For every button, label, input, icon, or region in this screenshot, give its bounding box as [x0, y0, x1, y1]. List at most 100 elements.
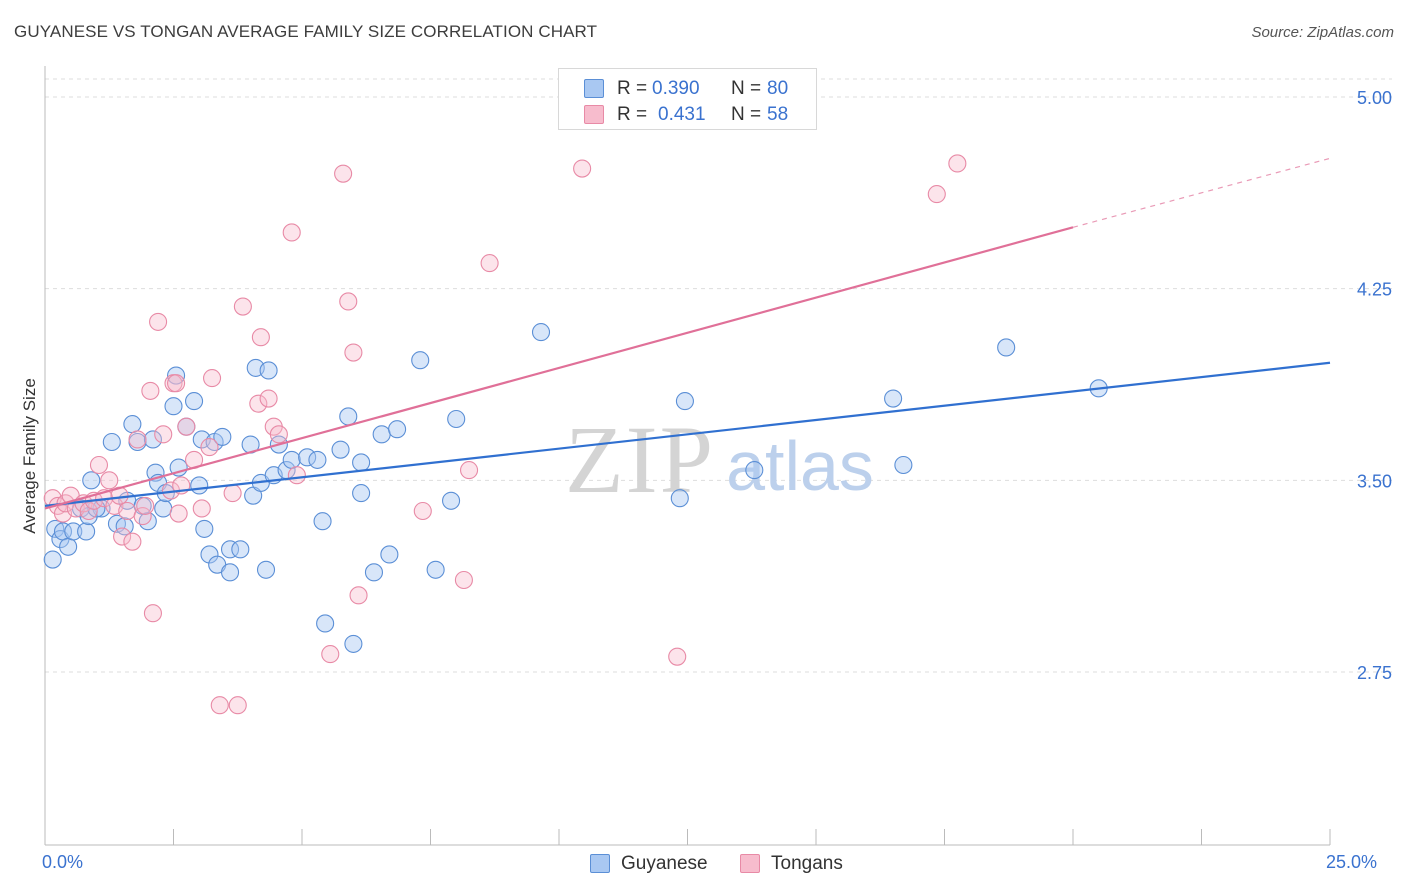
guyanese-point [442, 491, 461, 510]
guyanese-trend-line [44, 361, 1331, 507]
tongan-point [249, 394, 268, 413]
guyanese-point [745, 461, 764, 480]
legend-r-label: R = [617, 78, 648, 99]
guyanese-point [43, 550, 62, 569]
guyanese-point [316, 614, 335, 633]
guyanese-point [220, 540, 240, 559]
series-legend: Guyanese Tongans [590, 852, 870, 878]
tongan-point [339, 292, 358, 311]
tongan-point [210, 696, 229, 715]
guyanese-points [43, 323, 1108, 653]
guyanese-point [339, 407, 358, 426]
tongan-point [149, 312, 168, 331]
guyanese-point [670, 489, 689, 508]
tongan-point [480, 254, 499, 273]
legend-n-value: 58 [767, 104, 789, 125]
guyanese-point [164, 397, 183, 416]
guyanese-point [531, 323, 551, 342]
y-tick-label: 3.50 [1357, 471, 1392, 491]
guyanese-point [138, 512, 157, 531]
tongan-point [167, 374, 186, 393]
x-tick-min: 0.0% [42, 852, 84, 872]
y-tick-label: 5.00 [1357, 88, 1392, 108]
tongan-point [321, 645, 340, 664]
tongan-point [573, 159, 592, 178]
guyanese-point [411, 351, 430, 370]
guyanese-point [64, 522, 83, 541]
tongan-point [349, 586, 368, 605]
tongan-point [123, 532, 142, 551]
guyanese-point [352, 484, 371, 503]
guyanese-point [190, 476, 209, 495]
tongan-point [128, 430, 147, 449]
legend-swatch-guyanese [590, 854, 610, 873]
tongan-point [118, 501, 137, 521]
guyanese-point [426, 560, 445, 579]
tongan-point [668, 647, 687, 666]
x-tick-max: 25.0% [1326, 852, 1378, 872]
guyanese-point [997, 338, 1016, 357]
guyanese-point [308, 450, 327, 469]
tongan-point [192, 499, 211, 518]
guyanese-point [447, 409, 466, 429]
guyanese-point [344, 634, 363, 653]
guyanese-point [154, 499, 173, 518]
tongan-point [133, 507, 152, 526]
tongan-point [259, 389, 278, 408]
tongan-point [169, 504, 188, 523]
tongan-point [223, 484, 242, 503]
tongan-point [203, 369, 222, 388]
tongan-point [154, 425, 173, 444]
guyanese-point [380, 545, 399, 564]
legend-row-guyanese: R = 0.390 N = 80 [559, 75, 818, 103]
tongan-point [143, 604, 162, 623]
legend-row-tongans: R = 0.431 N = 58 [559, 101, 818, 129]
guyanese-point [372, 425, 391, 444]
guyanese-point [675, 392, 694, 411]
guyanese-point [282, 450, 301, 469]
tongan-point [136, 496, 155, 515]
tongan-point [233, 297, 252, 316]
guyanese-point [82, 471, 101, 490]
tongan-point [334, 164, 353, 183]
watermark-atlas: atlas [726, 427, 874, 505]
guyanese-point [59, 537, 78, 556]
guyanese-point [115, 517, 134, 536]
guyanese-point [77, 522, 96, 541]
tongan-point [282, 223, 301, 242]
guyanese-point [231, 540, 250, 559]
guyanese-point [143, 430, 162, 449]
tongan-trend-line [44, 226, 1074, 510]
tongan-point [177, 417, 196, 436]
tongan-point [251, 328, 270, 347]
guyanese-point [884, 389, 903, 408]
guyanese-point [298, 448, 317, 467]
tongan-point [927, 185, 946, 204]
trend-lines [44, 157, 1331, 510]
tongan-point [113, 527, 132, 546]
guyanese-point [195, 519, 214, 538]
legend-swatch-guyanese [584, 79, 604, 98]
watermark-zip: ZIP [565, 406, 715, 513]
guyanese-point [388, 420, 407, 439]
legend-n-label: N = [731, 78, 762, 99]
watermark: ZIP atlas [565, 406, 874, 513]
tongan-point [89, 455, 109, 475]
correlation-legend: R = 0.390 N = 80 R = 0.431 N = 58 [558, 68, 817, 130]
tongan-point [79, 501, 98, 521]
tongan-point [200, 438, 219, 457]
grid-lines [45, 78, 1392, 673]
tongan-point [100, 471, 119, 490]
guyanese-point [220, 563, 240, 582]
guyanese-point [200, 545, 219, 564]
tongan-point [459, 461, 479, 480]
y-axis-label: Average Family Size [20, 378, 39, 534]
axes [44, 66, 1331, 846]
y-tick-label: 2.75 [1357, 663, 1392, 683]
guyanese-point [894, 455, 913, 475]
legend-r-label: R = [617, 104, 648, 125]
legend-r-value: 0.431 [658, 104, 706, 125]
tongan-point [454, 570, 473, 590]
guyanese-point [259, 361, 278, 380]
legend-label-guyanese: Guyanese [621, 853, 708, 874]
